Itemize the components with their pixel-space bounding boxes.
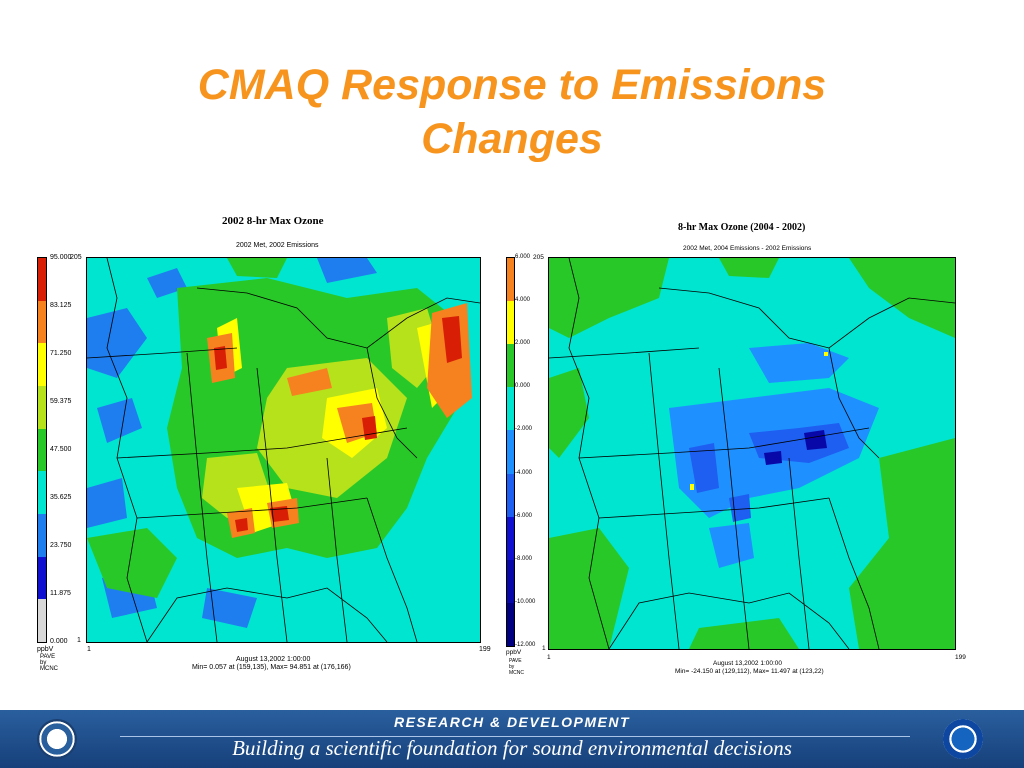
left-ozone-map [86, 257, 481, 643]
right-state-boundaries [549, 258, 955, 649]
footer-research-development: RESEARCH & DEVELOPMENT [393, 714, 631, 730]
left-colorbar-swatch [38, 428, 46, 472]
right-colorbar-swatch [507, 387, 514, 431]
right-colorbar-tick: 2.000 [515, 340, 531, 347]
left-date: August 13,2002 1:00:00 [236, 656, 311, 663]
left-colorbar-tick: 23.750 [50, 542, 72, 549]
right-colorbar-tick: -10.000 [515, 598, 536, 605]
left-minmax: Min= 0.057 at (159,135), Max= 94.851 at … [192, 664, 351, 671]
right-colorbar-tick: -8.000 [515, 555, 533, 562]
right-colorbar-tick: -6.000 [515, 512, 533, 519]
right-map-subtitle: 2002 Met, 2004 Emissions - 2002 Emission… [683, 245, 812, 252]
right-colorbar-swatch [507, 516, 514, 560]
right-axis-x-min: 1 [547, 654, 551, 661]
left-colorbar-tick: 11.875 [50, 590, 71, 597]
right-colorbar-swatch [507, 559, 514, 603]
right-colorbar-swatch [507, 301, 514, 345]
right-increase-areas [549, 258, 955, 649]
left-colorbar-tick: 0.000 [50, 638, 68, 645]
left-credit: PAVE by MCNC [40, 654, 58, 672]
footer-banner: RESEARCH & DEVELOPMENT Building a scient… [0, 710, 1024, 768]
right-unit: ppbV [506, 649, 522, 656]
left-colorbar [37, 257, 47, 643]
right-map-title: 8-hr Max Ozone (2004 - 2002) [678, 222, 806, 233]
left-map-subtitle: 2002 Met, 2002 Emissions [236, 242, 319, 249]
right-colorbar-tick: -4.000 [515, 469, 533, 476]
slide-title-line1: CMAQ Response to Emissions [197, 61, 827, 109]
left-colorbar-swatch [38, 258, 46, 301]
left-colorbar-tick: 95.000 [50, 254, 72, 261]
left-colorbar-tick: 71.250 [50, 350, 72, 357]
right-axis-y-min: 1 [542, 645, 546, 652]
left-colorbar-tick: 47.500 [50, 446, 72, 453]
left-colorbar-tick: 83.125 [50, 302, 72, 309]
left-axis-y-min: 1 [77, 637, 81, 644]
left-axis-y-max: 205 [70, 254, 82, 261]
left-colorbar-swatch [38, 471, 46, 514]
right-colorbar-tick: -2.000 [515, 426, 533, 433]
right-axis-y-max: 205 [533, 254, 544, 261]
left-colorbar-tick: 35.625 [50, 494, 72, 501]
footer-tagline: Building a scientific foundation for sou… [232, 736, 792, 760]
left-colorbar-swatch [38, 513, 46, 557]
right-colorbar-swatch [507, 602, 514, 646]
right-credit: PAVE by MCNC [509, 658, 524, 676]
right-minmax: Min= -24.150 at (129,112), Max= 11.497 a… [675, 668, 824, 675]
left-colorbar-swatch [38, 300, 46, 344]
right-colorbar-tick: 4.000 [515, 297, 531, 304]
right-colorbar-swatch [507, 473, 514, 517]
footer-divider [120, 736, 910, 737]
right-colorbar-tick: 6.000 [515, 254, 531, 260]
right-colorbar-swatch [507, 430, 514, 474]
left-colorbar-swatch [38, 556, 46, 600]
slide-title: CMAQ Response to Emissions Changes [0, 58, 1024, 166]
right-date: August 13,2002 1:00:00 [713, 660, 783, 667]
right-axis-x-max: 199 [955, 654, 966, 661]
left-axis-x-min: 1 [87, 646, 91, 653]
noaa-logo-icon [943, 719, 983, 759]
left-state-boundaries [87, 258, 480, 642]
right-colorbar [506, 257, 515, 647]
left-colorbar-tick: 59.375 [50, 398, 72, 405]
right-ozone-difference-map [548, 257, 956, 650]
right-colorbar-tick: 0.000 [515, 383, 531, 390]
right-peak-increase-spots [690, 352, 828, 490]
left-unit: ppbV [37, 646, 54, 653]
left-colorbar-swatch [38, 385, 46, 429]
right-colorbar-swatch [507, 344, 514, 388]
right-colorbar-tick: -12.000 [515, 642, 536, 648]
left-colorbar-swatch [38, 599, 46, 642]
slide-title-line2: Changes [421, 115, 603, 163]
epa-seal-icon [37, 719, 77, 759]
right-colorbar-swatch [507, 258, 514, 302]
left-map-title: 2002 8-hr Max Ozone [222, 215, 324, 227]
left-colorbar-swatch [38, 343, 46, 386]
left-peak-ozone-areas [214, 316, 462, 532]
left-axis-x-max: 199 [479, 646, 491, 653]
right-peak-decrease-areas [764, 430, 827, 465]
